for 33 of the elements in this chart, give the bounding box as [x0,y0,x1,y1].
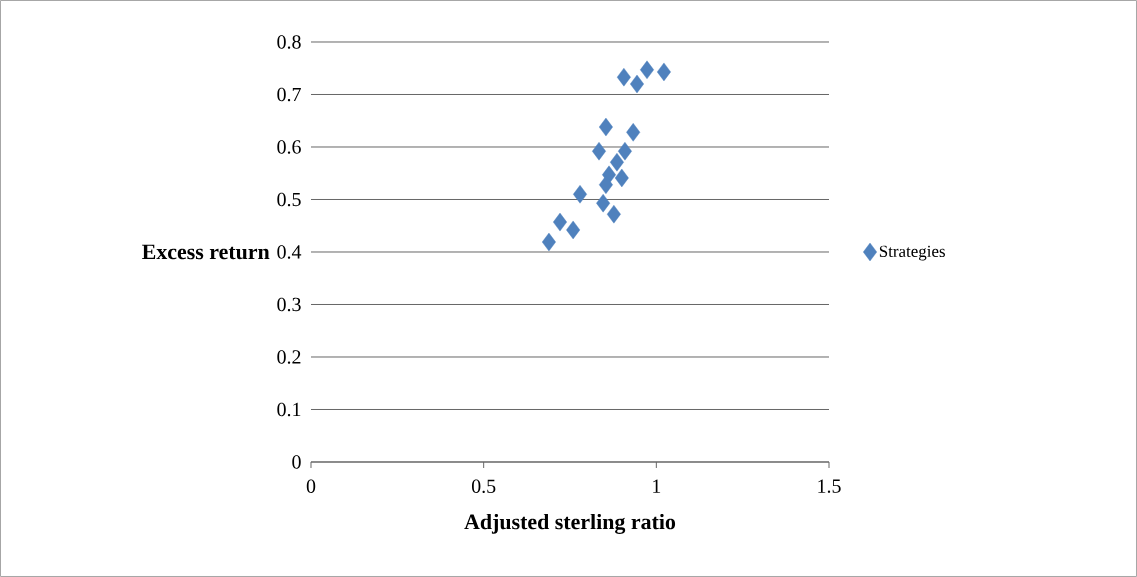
point [573,185,587,204]
y-tick-label: 0 [292,455,301,469]
point [596,193,611,213]
point [592,141,606,161]
point [606,204,621,224]
y-tick-label: 0.7 [277,87,301,102]
point [566,220,581,240]
x-tick-label: 0 [306,479,316,493]
y-tick-label: 0.8 [277,35,301,49]
x-axis-title: Adjusted sterling ratio [464,513,676,534]
point [656,62,671,82]
point [610,153,624,172]
point [640,60,654,80]
point [630,74,644,94]
point [626,123,641,142]
point [598,117,613,137]
point [616,67,631,87]
y-tick-label: 0.6 [277,140,301,154]
point [598,175,613,194]
point [541,232,556,252]
y-tick-label: 0.3 [277,297,301,312]
y-tick-label: 0.2 [277,350,301,364]
point [617,141,632,161]
y-tick-label: 0.5 [277,192,301,207]
point [553,212,567,232]
point [614,168,629,188]
x-tick-label: 1 [653,479,661,493]
x-tick-label: 1.5 [818,479,841,493]
y-tick-label: 0.1 [277,402,301,417]
y-axis-title: Excess return [142,244,270,260]
y-tick-label: 0.4 [277,245,302,259]
x-tick-label: 0.5 [471,479,496,494]
legend-label: Strategies [879,245,945,261]
